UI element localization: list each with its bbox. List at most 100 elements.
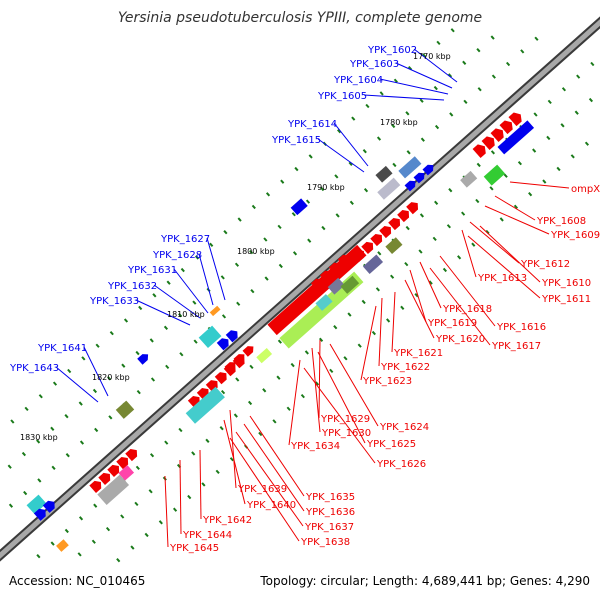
track-tick <box>300 393 305 399</box>
reverse-leader-line <box>419 261 442 309</box>
track-tick <box>278 263 283 269</box>
track-tick <box>450 28 455 33</box>
feature-block <box>118 465 135 481</box>
track-tick <box>7 464 12 469</box>
track-tick <box>436 40 441 46</box>
track-tick <box>405 111 410 116</box>
track-tick <box>108 415 113 420</box>
accession-label: Accession: NC_010465 <box>9 574 146 588</box>
forward-gene-label: YPK_1603 <box>349 59 399 70</box>
feature-arrow <box>33 508 46 521</box>
track-tick <box>91 539 96 544</box>
track-tick <box>532 148 537 153</box>
track-tick <box>116 558 121 563</box>
track-tick <box>476 48 481 53</box>
track-tick <box>263 237 268 242</box>
forward-leader-line <box>55 366 99 403</box>
track-tick <box>392 162 397 168</box>
track-tick <box>130 545 135 550</box>
track-tick <box>290 362 295 368</box>
kbp-marker: 1780 kbp <box>380 118 418 127</box>
track-tick <box>390 274 395 279</box>
reverse-leader-line <box>429 267 491 346</box>
track-tick <box>292 251 298 256</box>
feature-arrow <box>472 144 486 158</box>
track-tick <box>180 267 185 273</box>
track-tick <box>405 225 410 231</box>
track-tick <box>251 204 256 210</box>
feature-arrow <box>490 128 504 143</box>
track-tick <box>357 343 362 348</box>
track-tick <box>264 276 269 281</box>
track-tick <box>36 439 41 444</box>
track-tick <box>24 406 29 412</box>
track-tick <box>201 482 206 487</box>
reverse-leader-line <box>164 475 169 548</box>
reverse-gene-label: YPK_1622 <box>380 362 430 373</box>
kbp-marker: 1820 kbp <box>92 373 130 382</box>
reverse-gene-label: YPK_1636 <box>305 507 355 518</box>
track-tick <box>78 401 83 406</box>
track-tick <box>77 552 82 557</box>
feature-arrow <box>499 120 513 135</box>
feature-arrow <box>216 338 229 351</box>
reverse-leader-line <box>288 359 301 446</box>
track-tick <box>23 490 28 496</box>
feature-arrow <box>310 278 323 291</box>
track-tick <box>361 299 366 305</box>
reverse-leader-line <box>409 269 427 323</box>
track-tick <box>448 188 453 193</box>
track-tick <box>192 300 197 305</box>
forward-leader-line <box>363 94 445 101</box>
kbp-marker: 1770 kbp <box>413 52 451 61</box>
reverse-gene-label: YPK_1613 <box>477 273 527 284</box>
track-tick <box>513 204 519 209</box>
track-tick <box>135 350 140 356</box>
reverse-leader-line <box>439 255 496 327</box>
track-tick <box>163 325 169 330</box>
track-tick <box>434 124 440 130</box>
track-tick <box>235 377 240 382</box>
reverse-gene-label: YPK_1629 <box>320 414 370 425</box>
feature-block <box>290 198 308 216</box>
track-tick <box>286 406 291 411</box>
track-tick <box>78 516 84 521</box>
track-tick <box>485 229 490 235</box>
track-tick <box>51 465 56 470</box>
feature-block <box>375 165 393 183</box>
reverse-leader-line <box>243 423 305 512</box>
track-tick <box>371 330 376 336</box>
feature-block <box>56 539 69 552</box>
track-tick <box>561 87 567 92</box>
feature-arrow <box>125 448 138 462</box>
reverse-gene-label: YPK_1624 <box>379 422 429 433</box>
track-tick <box>447 73 453 78</box>
track-tick <box>584 141 590 146</box>
track-tick <box>334 174 339 179</box>
feature-arrow <box>481 136 495 151</box>
track-tick <box>144 532 149 538</box>
track-tick <box>178 427 183 433</box>
track-tick <box>21 451 26 457</box>
track-tick <box>351 116 356 121</box>
feature-arrow <box>328 262 341 275</box>
gene-labels: YPK_1602 YPK_1603 YPK_1604 YPK_1605 YPK_1614… <box>9 45 600 554</box>
feature-block <box>377 177 401 200</box>
track-tick <box>221 314 227 319</box>
feature-block <box>460 170 478 188</box>
feature-arrow <box>406 202 419 215</box>
track-tick <box>37 478 42 483</box>
reverse-leader-line <box>378 297 383 367</box>
track-tick <box>191 451 196 456</box>
track-tick <box>489 186 494 191</box>
reverse-gene-label: YPK_1635 <box>305 492 355 503</box>
feature-block <box>315 294 333 311</box>
track-tick <box>588 97 594 103</box>
track-tick <box>347 312 352 317</box>
reverse-gene-label: YPK_1621 <box>393 348 443 359</box>
track-tick <box>158 520 163 525</box>
forward-gene-label: YPK_1615 <box>271 135 321 146</box>
feature-block <box>327 277 345 295</box>
reverse-leader-line <box>391 291 396 353</box>
